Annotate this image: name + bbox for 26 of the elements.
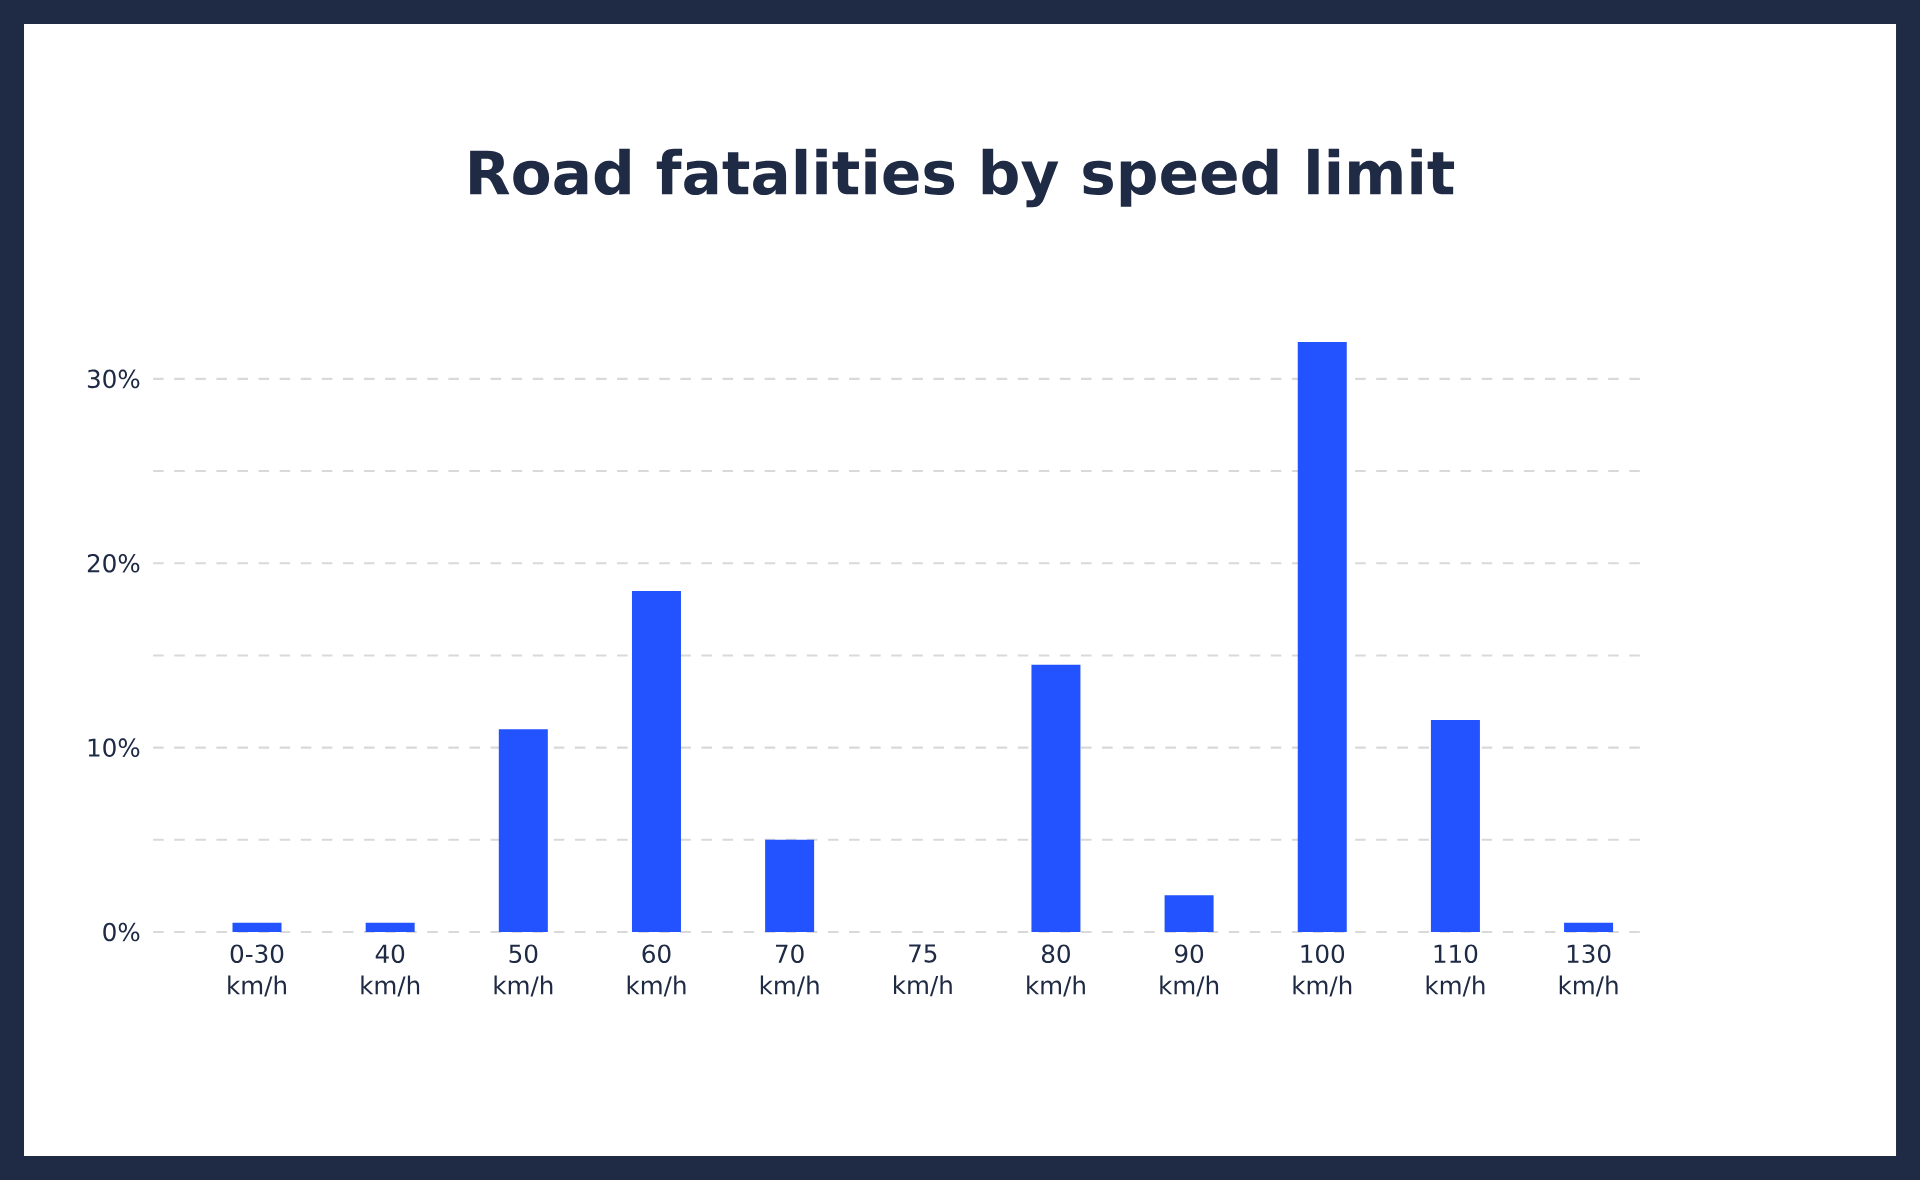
bar [365, 922, 415, 932]
y-tick-label: 10% [88, 738, 140, 757]
bar [1430, 719, 1480, 932]
y-tick-label: 20% [87, 553, 140, 573]
x-tick-label: 100 km/h [1293, 944, 1352, 997]
bar [232, 922, 282, 932]
x-tick-label: 90 km/h [1160, 944, 1219, 997]
bar [498, 729, 548, 932]
x-tick-label: 80 km/h [1027, 944, 1085, 997]
chart-title: Road fatalities by speed limit [470, 148, 1455, 208]
x-tick-label: 75 km/h [894, 944, 952, 997]
bar [1164, 895, 1214, 932]
x-tick-label: 50 km/h [494, 944, 553, 997]
x-tick-label: 130 km/h [1559, 944, 1618, 997]
bar [1031, 664, 1081, 932]
bar [1297, 342, 1347, 932]
x-tick-label: 60 km/h [627, 944, 686, 997]
x-tick-label: 40 km/h [361, 944, 420, 997]
y-tick-label: 30% [87, 369, 140, 389]
y-tick-label: 0% [103, 922, 140, 942]
x-tick-label: 70 km/h [760, 944, 819, 997]
bar [765, 839, 815, 932]
bar [631, 590, 681, 932]
x-tick-label: 110 km/h [1426, 944, 1485, 997]
bar [1564, 922, 1614, 932]
x-tick-label: 0-30 km/h [228, 944, 286, 997]
